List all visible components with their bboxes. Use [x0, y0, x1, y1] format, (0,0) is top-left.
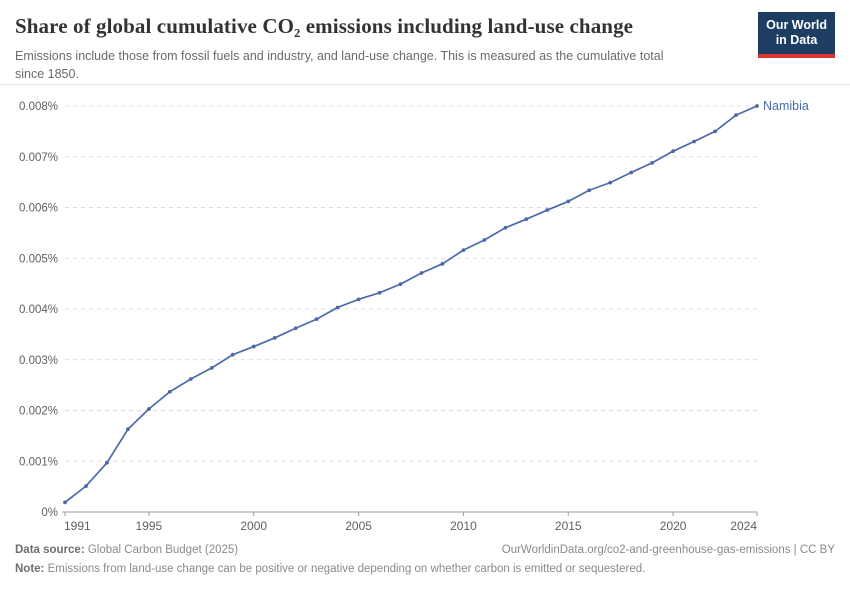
note-label: Note:	[15, 563, 45, 575]
data-point	[545, 208, 550, 212]
data-point	[105, 460, 109, 465]
data-point	[230, 352, 235, 357]
y-axis-tick-label: 0.004%	[19, 304, 58, 316]
x-axis-tick-label: 2005	[345, 519, 372, 533]
data-source-label: Data source:	[15, 544, 85, 556]
x-axis-tick-label: 1991	[64, 519, 91, 533]
data-point	[524, 217, 529, 222]
chart-footer: Data source: Global Carbon Budget (2025)…	[15, 544, 835, 575]
data-point	[650, 160, 655, 165]
series-line-namibia	[64, 105, 758, 504]
data-point	[671, 149, 676, 154]
chart-header: Share of global cumulative CO₂ emissions…	[15, 12, 835, 83]
data-point	[734, 113, 738, 118]
data-point	[440, 261, 445, 266]
data-point	[167, 389, 172, 394]
y-axis-tick-label: 0.002%	[19, 406, 58, 418]
chart-note: Note: Emissions from land-use change can…	[15, 563, 835, 575]
data-point	[146, 407, 151, 411]
data-point	[566, 199, 571, 204]
chart-subtitle: Emissions include those from fossil fuel…	[15, 49, 664, 81]
data-point	[482, 238, 487, 242]
data-source-text: Global Carbon Budget (2025)	[84, 544, 239, 556]
data-point	[335, 305, 340, 310]
header-divider	[0, 84, 850, 85]
x-axis-tick-label: 2000	[240, 519, 267, 533]
chart-title: Share of global cumulative CO₂ emissions…	[15, 14, 634, 38]
data-point	[461, 248, 466, 253]
data-point	[377, 290, 382, 295]
y-axis-tick-label: 0%	[41, 507, 58, 519]
data-point	[251, 344, 256, 349]
data-point	[84, 484, 88, 489]
note-text: Emissions from land-use change can be po…	[44, 563, 646, 575]
data-point	[188, 377, 193, 381]
data-point	[587, 188, 592, 193]
data-point	[356, 297, 361, 302]
data-point	[293, 326, 298, 331]
data-point	[419, 271, 424, 275]
data-point	[713, 129, 717, 134]
x-axis-tick-label: 1995	[136, 519, 163, 533]
canonical-url: OurWorldinData.org/co2-and-greenhouse-ga…	[501, 544, 835, 556]
data-point	[503, 225, 508, 230]
y-axis-tick-label: 0.003%	[19, 355, 58, 367]
y-axis-tick-label: 0.008%	[19, 101, 58, 113]
data-point	[272, 336, 277, 340]
y-axis-tick-label: 0.001%	[19, 456, 58, 468]
data-source: Data source: Global Carbon Budget (2025)	[15, 544, 238, 556]
data-point	[314, 317, 319, 322]
owid-logo: Our World in Data	[758, 12, 835, 58]
data-point	[608, 180, 613, 185]
data-point	[692, 139, 696, 144]
series-label-namibia: Namibia	[763, 99, 809, 113]
y-axis-tick-label: 0.005%	[19, 253, 58, 265]
y-axis-tick-label: 0.007%	[19, 152, 58, 164]
x-axis-tick-label: 2020	[660, 519, 687, 533]
data-point	[209, 365, 214, 370]
data-point	[629, 170, 634, 175]
data-point	[755, 104, 759, 108]
x-axis-tick-label: 2024	[730, 519, 757, 533]
x-axis-tick-label: 2010	[450, 519, 477, 533]
data-point	[63, 500, 67, 505]
data-point	[398, 282, 403, 287]
y-axis-tick-label: 0.006%	[19, 203, 58, 215]
data-point	[126, 427, 130, 432]
x-axis-tick-label: 2015	[555, 519, 582, 533]
